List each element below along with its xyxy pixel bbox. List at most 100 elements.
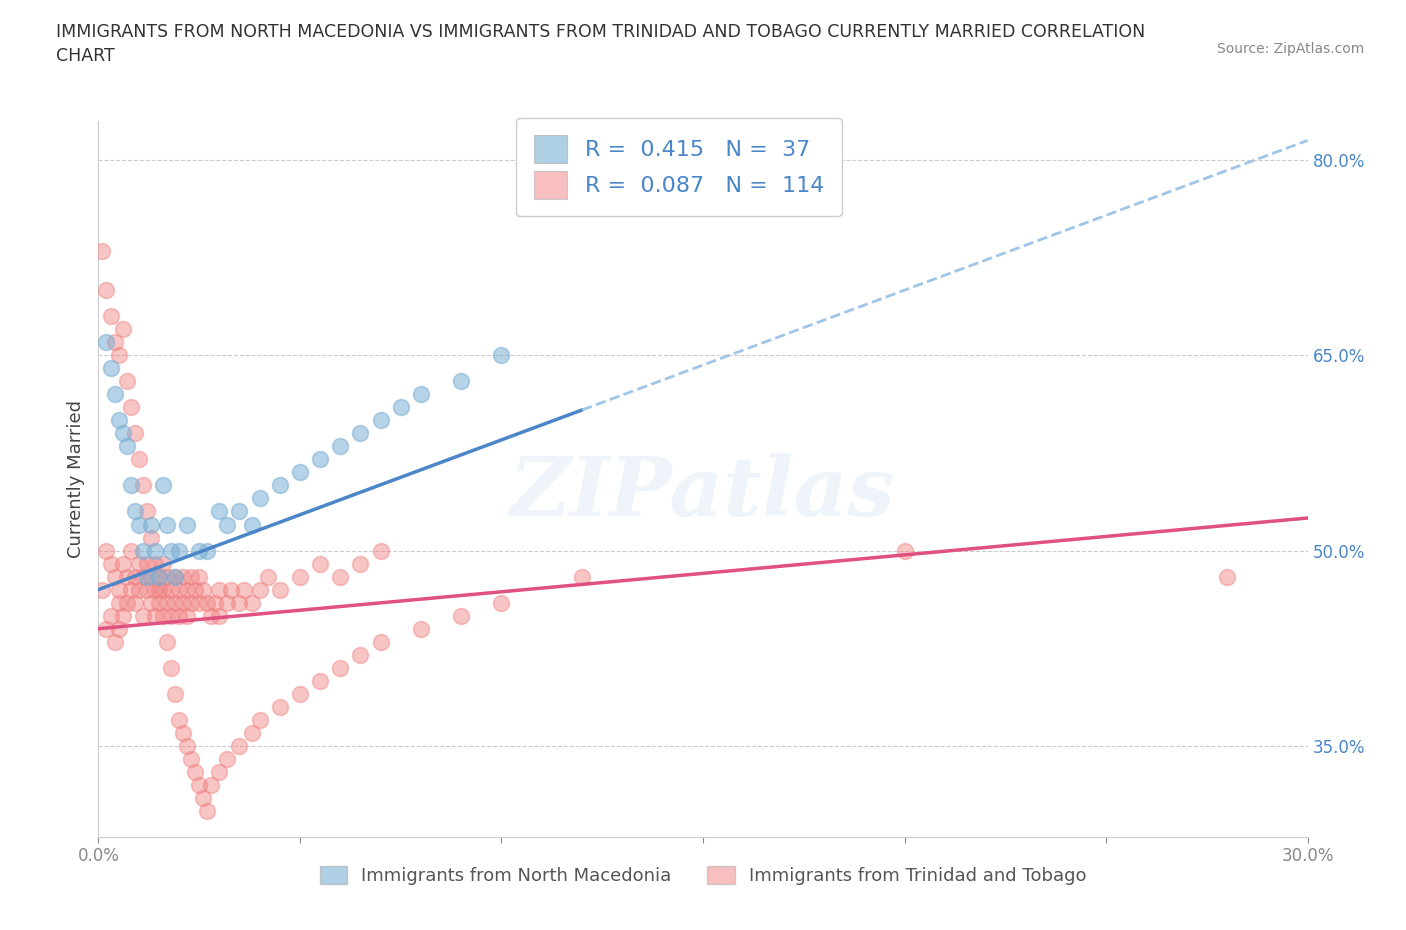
Point: [160, 608, 183, 623]
Point: [111, 426, 134, 441]
Point: [96, 283, 118, 298]
Point: [103, 387, 125, 402]
Point: [249, 582, 271, 597]
Point: [103, 634, 125, 649]
Point: [128, 452, 150, 467]
Point: [135, 556, 157, 571]
Point: [288, 686, 311, 701]
Point: [195, 595, 218, 610]
Point: [193, 790, 215, 805]
Point: [240, 595, 263, 610]
Point: [349, 556, 371, 571]
Point: [188, 595, 211, 610]
Point: [1216, 569, 1239, 584]
Point: [200, 777, 222, 792]
Point: [491, 348, 513, 363]
Point: [143, 582, 166, 597]
Point: [120, 400, 142, 415]
Point: [156, 517, 179, 532]
Point: [107, 413, 129, 428]
Point: [167, 712, 190, 727]
Point: [103, 569, 125, 584]
Point: [156, 569, 179, 584]
Point: [156, 634, 179, 649]
Point: [195, 804, 218, 818]
Point: [217, 751, 239, 766]
Point: [143, 543, 166, 558]
Point: [163, 569, 186, 584]
Point: [163, 595, 186, 610]
Point: [120, 543, 142, 558]
Point: [115, 439, 138, 454]
Text: Source: ZipAtlas.com: Source: ZipAtlas.com: [1216, 42, 1364, 56]
Text: ZIPatlas: ZIPatlas: [510, 453, 896, 533]
Point: [240, 725, 263, 740]
Point: [132, 543, 155, 558]
Point: [128, 517, 150, 532]
Point: [143, 608, 166, 623]
Point: [96, 543, 118, 558]
Point: [103, 335, 125, 350]
Point: [491, 595, 513, 610]
Point: [128, 556, 150, 571]
Point: [309, 673, 332, 688]
Point: [269, 699, 291, 714]
Point: [217, 595, 239, 610]
Point: [184, 764, 207, 779]
Point: [409, 387, 432, 402]
Point: [160, 582, 183, 597]
Point: [100, 556, 122, 571]
Point: [450, 374, 472, 389]
Point: [107, 621, 129, 636]
Point: [370, 543, 392, 558]
Point: [269, 478, 291, 493]
Point: [139, 595, 162, 610]
Point: [309, 452, 332, 467]
Point: [188, 543, 211, 558]
Legend: Immigrants from North Macedonia, Immigrants from Trinidad and Tobago: Immigrants from North Macedonia, Immigra…: [312, 858, 1094, 893]
Point: [128, 582, 150, 597]
Point: [107, 595, 129, 610]
Point: [176, 738, 198, 753]
Point: [152, 556, 174, 571]
Point: [184, 582, 207, 597]
Point: [167, 543, 190, 558]
Point: [96, 335, 118, 350]
Point: [143, 556, 166, 571]
Point: [172, 725, 194, 740]
Point: [111, 608, 134, 623]
Point: [370, 413, 392, 428]
Point: [152, 582, 174, 597]
Point: [135, 582, 157, 597]
Text: IMMIGRANTS FROM NORTH MACEDONIA VS IMMIGRANTS FROM TRINIDAD AND TOBAGO CURRENTLY: IMMIGRANTS FROM NORTH MACEDONIA VS IMMIG…: [56, 23, 1146, 65]
Point: [96, 621, 118, 636]
Point: [221, 582, 243, 597]
Point: [176, 517, 198, 532]
Point: [208, 582, 231, 597]
Point: [148, 569, 170, 584]
Point: [370, 634, 392, 649]
Point: [100, 309, 122, 324]
Point: [107, 348, 129, 363]
Point: [111, 556, 134, 571]
Point: [120, 582, 142, 597]
Point: [180, 751, 202, 766]
Point: [132, 478, 155, 493]
Point: [152, 608, 174, 623]
Point: [450, 608, 472, 623]
Point: [176, 608, 198, 623]
Y-axis label: Currently Married: Currently Married: [66, 400, 84, 558]
Point: [163, 569, 186, 584]
Point: [571, 569, 593, 584]
Point: [160, 660, 183, 675]
Point: [111, 322, 134, 337]
Point: [269, 582, 291, 597]
Point: [228, 595, 250, 610]
Point: [139, 517, 162, 532]
Point: [148, 569, 170, 584]
Point: [132, 608, 155, 623]
Point: [156, 595, 179, 610]
Point: [172, 569, 194, 584]
Point: [329, 660, 352, 675]
Point: [172, 595, 194, 610]
